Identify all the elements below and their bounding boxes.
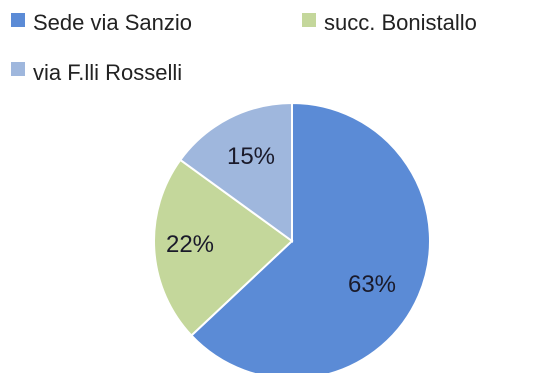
chart-legend: Sede via Sanzio succ. Bonistallo via F.l… — [11, 10, 477, 85]
legend-label-succ-bonistallo: succ. Bonistallo — [324, 10, 477, 35]
legend-swatch-via-flli-rosselli — [11, 62, 25, 76]
pie-slice-sede-via-sanzio — [189, 101, 431, 373]
legend-label-via-flli-rosselli: via F.lli Rosselli — [33, 60, 182, 85]
pie-slices — [153, 101, 431, 373]
legend-label-sede-via-sanzio: Sede via Sanzio — [33, 10, 192, 35]
legend-swatch-sede-via-sanzio — [11, 13, 25, 27]
pie-slice-labels: 63% 22% 15% — [166, 143, 396, 298]
legend-item-sede-via-sanzio: Sede via Sanzio — [11, 10, 192, 35]
legend-item-via-flli-rosselli: via F.lli Rosselli — [11, 60, 182, 85]
slice-label-succ-bonistallo: 22% — [166, 231, 214, 258]
slice-label-sede-via-sanzio: 63% — [348, 271, 396, 298]
pie-slice-via-flli-rosselli — [178, 101, 293, 243]
legend-item-succ-bonistallo: succ. Bonistallo — [302, 10, 477, 35]
slice-label-via-flli-rosselli: 15% — [227, 143, 275, 170]
legend-swatch-succ-bonistallo — [302, 13, 316, 27]
pie-slice-succ-bonistallo — [153, 158, 294, 337]
